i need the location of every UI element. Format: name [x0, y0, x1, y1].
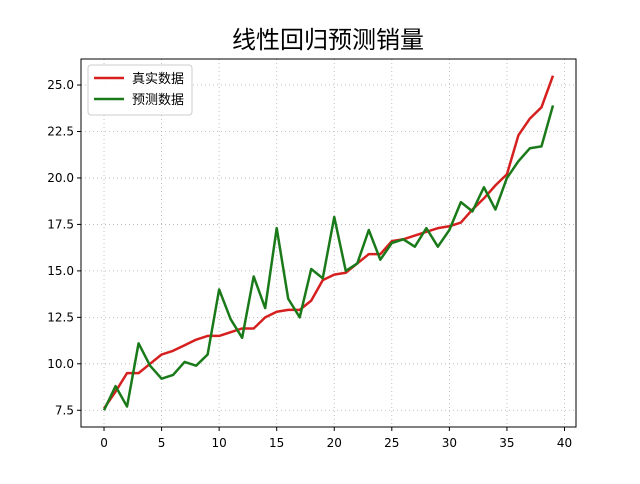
- plot-area-frame: [80, 58, 577, 428]
- x-tick-label: 25: [384, 436, 399, 450]
- x-tick-label: 35: [499, 436, 514, 450]
- x-tick-label: 20: [327, 436, 342, 450]
- x-axis: 0 5 10 15 20 25 30 35 40: [100, 427, 572, 450]
- series-line-1: [102, 75, 555, 410]
- y-tick-label: 22.5: [47, 124, 74, 138]
- x-tick-label: 40: [557, 436, 572, 450]
- x-tick-label: 15: [269, 436, 284, 450]
- grid: [81, 59, 576, 427]
- series-lines: [102, 75, 555, 411]
- series-line-2: [102, 105, 555, 411]
- y-tick-label: 17.5: [47, 217, 74, 231]
- x-tick-label: 10: [211, 436, 226, 450]
- x-tick-label: 5: [158, 436, 166, 450]
- y-tick-label: 12.5: [47, 310, 74, 324]
- y-tick-label: 15.0: [47, 264, 74, 278]
- chart-title: 线性回归预测销量: [232, 26, 424, 54]
- y-tick-label: 25.0: [47, 78, 74, 92]
- x-tick-label: 0: [100, 436, 108, 450]
- legend-label: 预测数据: [132, 93, 184, 108]
- y-tick-label: 10.0: [47, 357, 74, 371]
- x-tick-label: 30: [442, 436, 457, 450]
- y-tick-label: 7.5: [55, 403, 74, 417]
- y-axis: 7.5 10.0 12.5 15.0 17.5 20.0 22.5 25.0: [47, 78, 81, 417]
- legend-label: 真实数据: [132, 72, 184, 87]
- y-tick-label: 20.0: [47, 171, 74, 185]
